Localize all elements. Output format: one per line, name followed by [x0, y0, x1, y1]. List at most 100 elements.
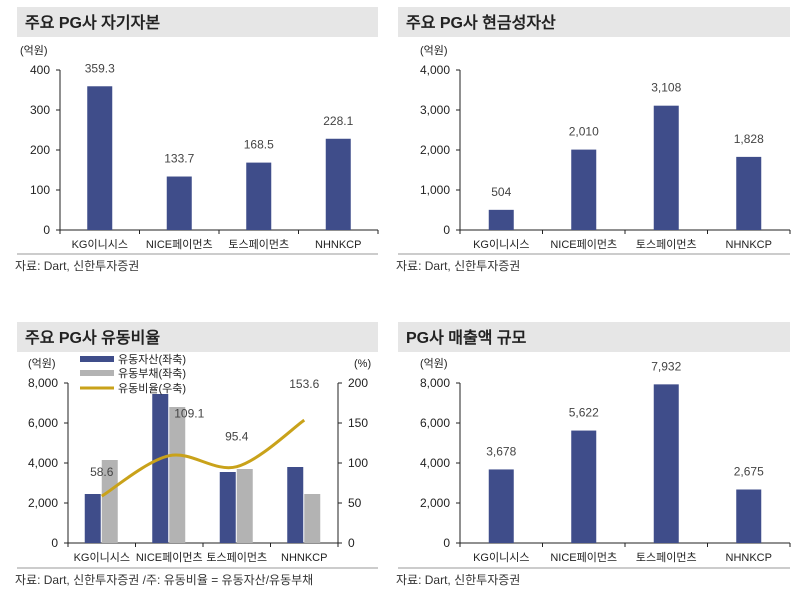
- data-label: 2,675: [734, 465, 764, 479]
- y-tick-label: 0: [443, 536, 450, 550]
- y-tick-label: 8,000: [28, 376, 58, 390]
- y-tick-label: 0: [43, 223, 50, 237]
- bar-current-liabilities: [101, 460, 118, 543]
- y-tick-label: 3,000: [420, 103, 450, 117]
- chart-title-bar: [398, 7, 790, 37]
- bar: [246, 162, 272, 230]
- data-label: 5,622: [569, 406, 599, 420]
- bar-current-assets: [287, 467, 304, 543]
- data-label: 1,828: [734, 132, 764, 146]
- source-note: 자료: Dart, 신한투자증권: [15, 259, 139, 273]
- chart-title: PG사 매출액 규모: [406, 328, 527, 347]
- data-label: 3,108: [651, 81, 681, 95]
- x-tick-label: NHNKCP: [281, 552, 327, 564]
- x-tick-label: NICE페이먼츠: [146, 238, 213, 251]
- data-label: 359.3: [85, 61, 115, 75]
- y-tick-label: 4,000: [28, 456, 58, 470]
- y-tick-label: 4,000: [420, 63, 450, 77]
- x-tick-label: NICE페이먼츠: [550, 238, 617, 251]
- y-tick-label: 6,000: [28, 416, 58, 430]
- x-tick-label: NICE페이먼츠: [550, 551, 617, 564]
- data-label: 3,678: [486, 444, 516, 458]
- data-label: 133.7: [164, 152, 194, 166]
- bar-current-assets: [152, 394, 169, 543]
- data-label: 7,932: [651, 359, 681, 373]
- legend-swatch-current-liabilities: [80, 370, 114, 376]
- x-tick-label: 토스페이먼츠: [228, 238, 289, 251]
- y-tick-label: 2,000: [28, 496, 58, 510]
- y-tick-label: 8,000: [420, 376, 450, 390]
- y-tick-label: 400: [30, 63, 50, 77]
- legend: 유동자산(좌축)유동부채(좌축) 유동비율(우축): [80, 353, 186, 395]
- data-label: 228.1: [323, 114, 353, 128]
- chart-panel-3: 주요 PG사 유동비율 (억원) 0 2,000 4,000 6,000 8,000 KG이니…: [15, 322, 378, 587]
- y2-tick-label: 100: [348, 456, 368, 470]
- y-axis-unit: (억원): [20, 44, 48, 57]
- x-tick-label: 토스페이먼츠: [206, 551, 267, 564]
- y-tick-label: 1,000: [420, 183, 450, 197]
- y-tick-label: 6,000: [420, 416, 450, 430]
- x-tick-label: 토스페이먼츠: [636, 238, 697, 251]
- x-tick-label: KG이니시스: [473, 551, 529, 564]
- source-note: 자료: Dart, 신한투자증권: [396, 573, 520, 587]
- x-tick-label: KG이니시스: [473, 238, 529, 251]
- bar-current-liabilities: [169, 407, 186, 543]
- x-tick-label: NICE페이먼츠: [136, 551, 203, 564]
- bar: [87, 86, 113, 230]
- y-tick-label: 0: [51, 536, 58, 550]
- y2-tick-label: 0: [348, 536, 355, 550]
- y-tick-label: 0: [443, 223, 450, 237]
- bar-current-assets: [84, 494, 101, 543]
- y-tick-label: 300: [30, 103, 50, 117]
- chart-title: 주요 PG사 유동비율: [25, 329, 160, 347]
- x-tick-label: KG이니시스: [74, 551, 130, 564]
- x-tick-label: NHNKCP: [726, 552, 772, 564]
- bar: [325, 138, 351, 230]
- chart-title-bar: [398, 322, 790, 352]
- legend-label: 유동부채(좌축): [118, 367, 186, 380]
- bar-current-assets: [219, 472, 236, 543]
- x-tick-label: NHNKCP: [315, 239, 361, 251]
- y-axis-unit: (억원): [28, 357, 56, 370]
- ratio-data-label: 109.1: [174, 407, 204, 421]
- data-label: 168.5: [244, 138, 274, 152]
- ratio-data-label: 153.6: [289, 377, 319, 391]
- bar: [653, 384, 679, 543]
- y-axis-unit: (억원): [420, 44, 448, 57]
- y-tick-label: 2,000: [420, 143, 450, 157]
- data-label: 2,010: [569, 125, 599, 139]
- chart-title-bar: [17, 322, 378, 352]
- ratio-data-label: 58.6: [90, 465, 114, 479]
- y-tick-label: 2,000: [420, 496, 450, 510]
- bar: [488, 469, 514, 543]
- bar: [736, 156, 762, 230]
- y2-tick-label: 200: [348, 376, 368, 390]
- y-axis-unit: (억원): [420, 357, 448, 370]
- bar: [571, 430, 597, 543]
- bar: [653, 105, 679, 230]
- y-tick-label: 4,000: [420, 456, 450, 470]
- bar: [488, 209, 514, 230]
- source-note: 자료: Dart, 신한투자증권 /주: 유동비율 = 유동자산/유동부채: [15, 573, 313, 587]
- x-tick-label: KG이니시스: [72, 238, 128, 251]
- chart-panel-1: 주요 PG사 자기자본 (억원) 0 100 200 300 400 KG이니시스 NICE페이…: [15, 7, 379, 273]
- y2-tick-label: 150: [348, 416, 368, 430]
- y-tick-label: 200: [30, 143, 50, 157]
- bar-current-liabilities: [304, 494, 321, 543]
- bar: [166, 176, 192, 230]
- y-tick-label: 100: [30, 183, 50, 197]
- legend-label: 유동비율(우축): [118, 382, 186, 395]
- chart-panel-2: 주요 PG사 현금성자산 (억원) 0 1,000 2,000 3,000 4,000 KG이…: [396, 7, 791, 273]
- chart-title: 주요 PG사 현금성자산: [406, 13, 556, 32]
- legend-label: 유동자산(좌축): [118, 353, 186, 366]
- ratio-data-label: 95.4: [225, 430, 249, 444]
- bar-current-liabilities: [236, 469, 253, 543]
- bar: [736, 489, 762, 543]
- source-note: 자료: Dart, 신한투자증권: [396, 259, 520, 273]
- chart-title-bar: [17, 7, 378, 37]
- data-label: 504: [491, 185, 511, 199]
- chart-panel-4: PG사 매출액 규모 (억원) 0 2,000 4,000 6,000 8,000 KG이니시…: [396, 322, 791, 587]
- bar: [571, 149, 597, 230]
- legend-swatch-current-assets: [80, 356, 114, 362]
